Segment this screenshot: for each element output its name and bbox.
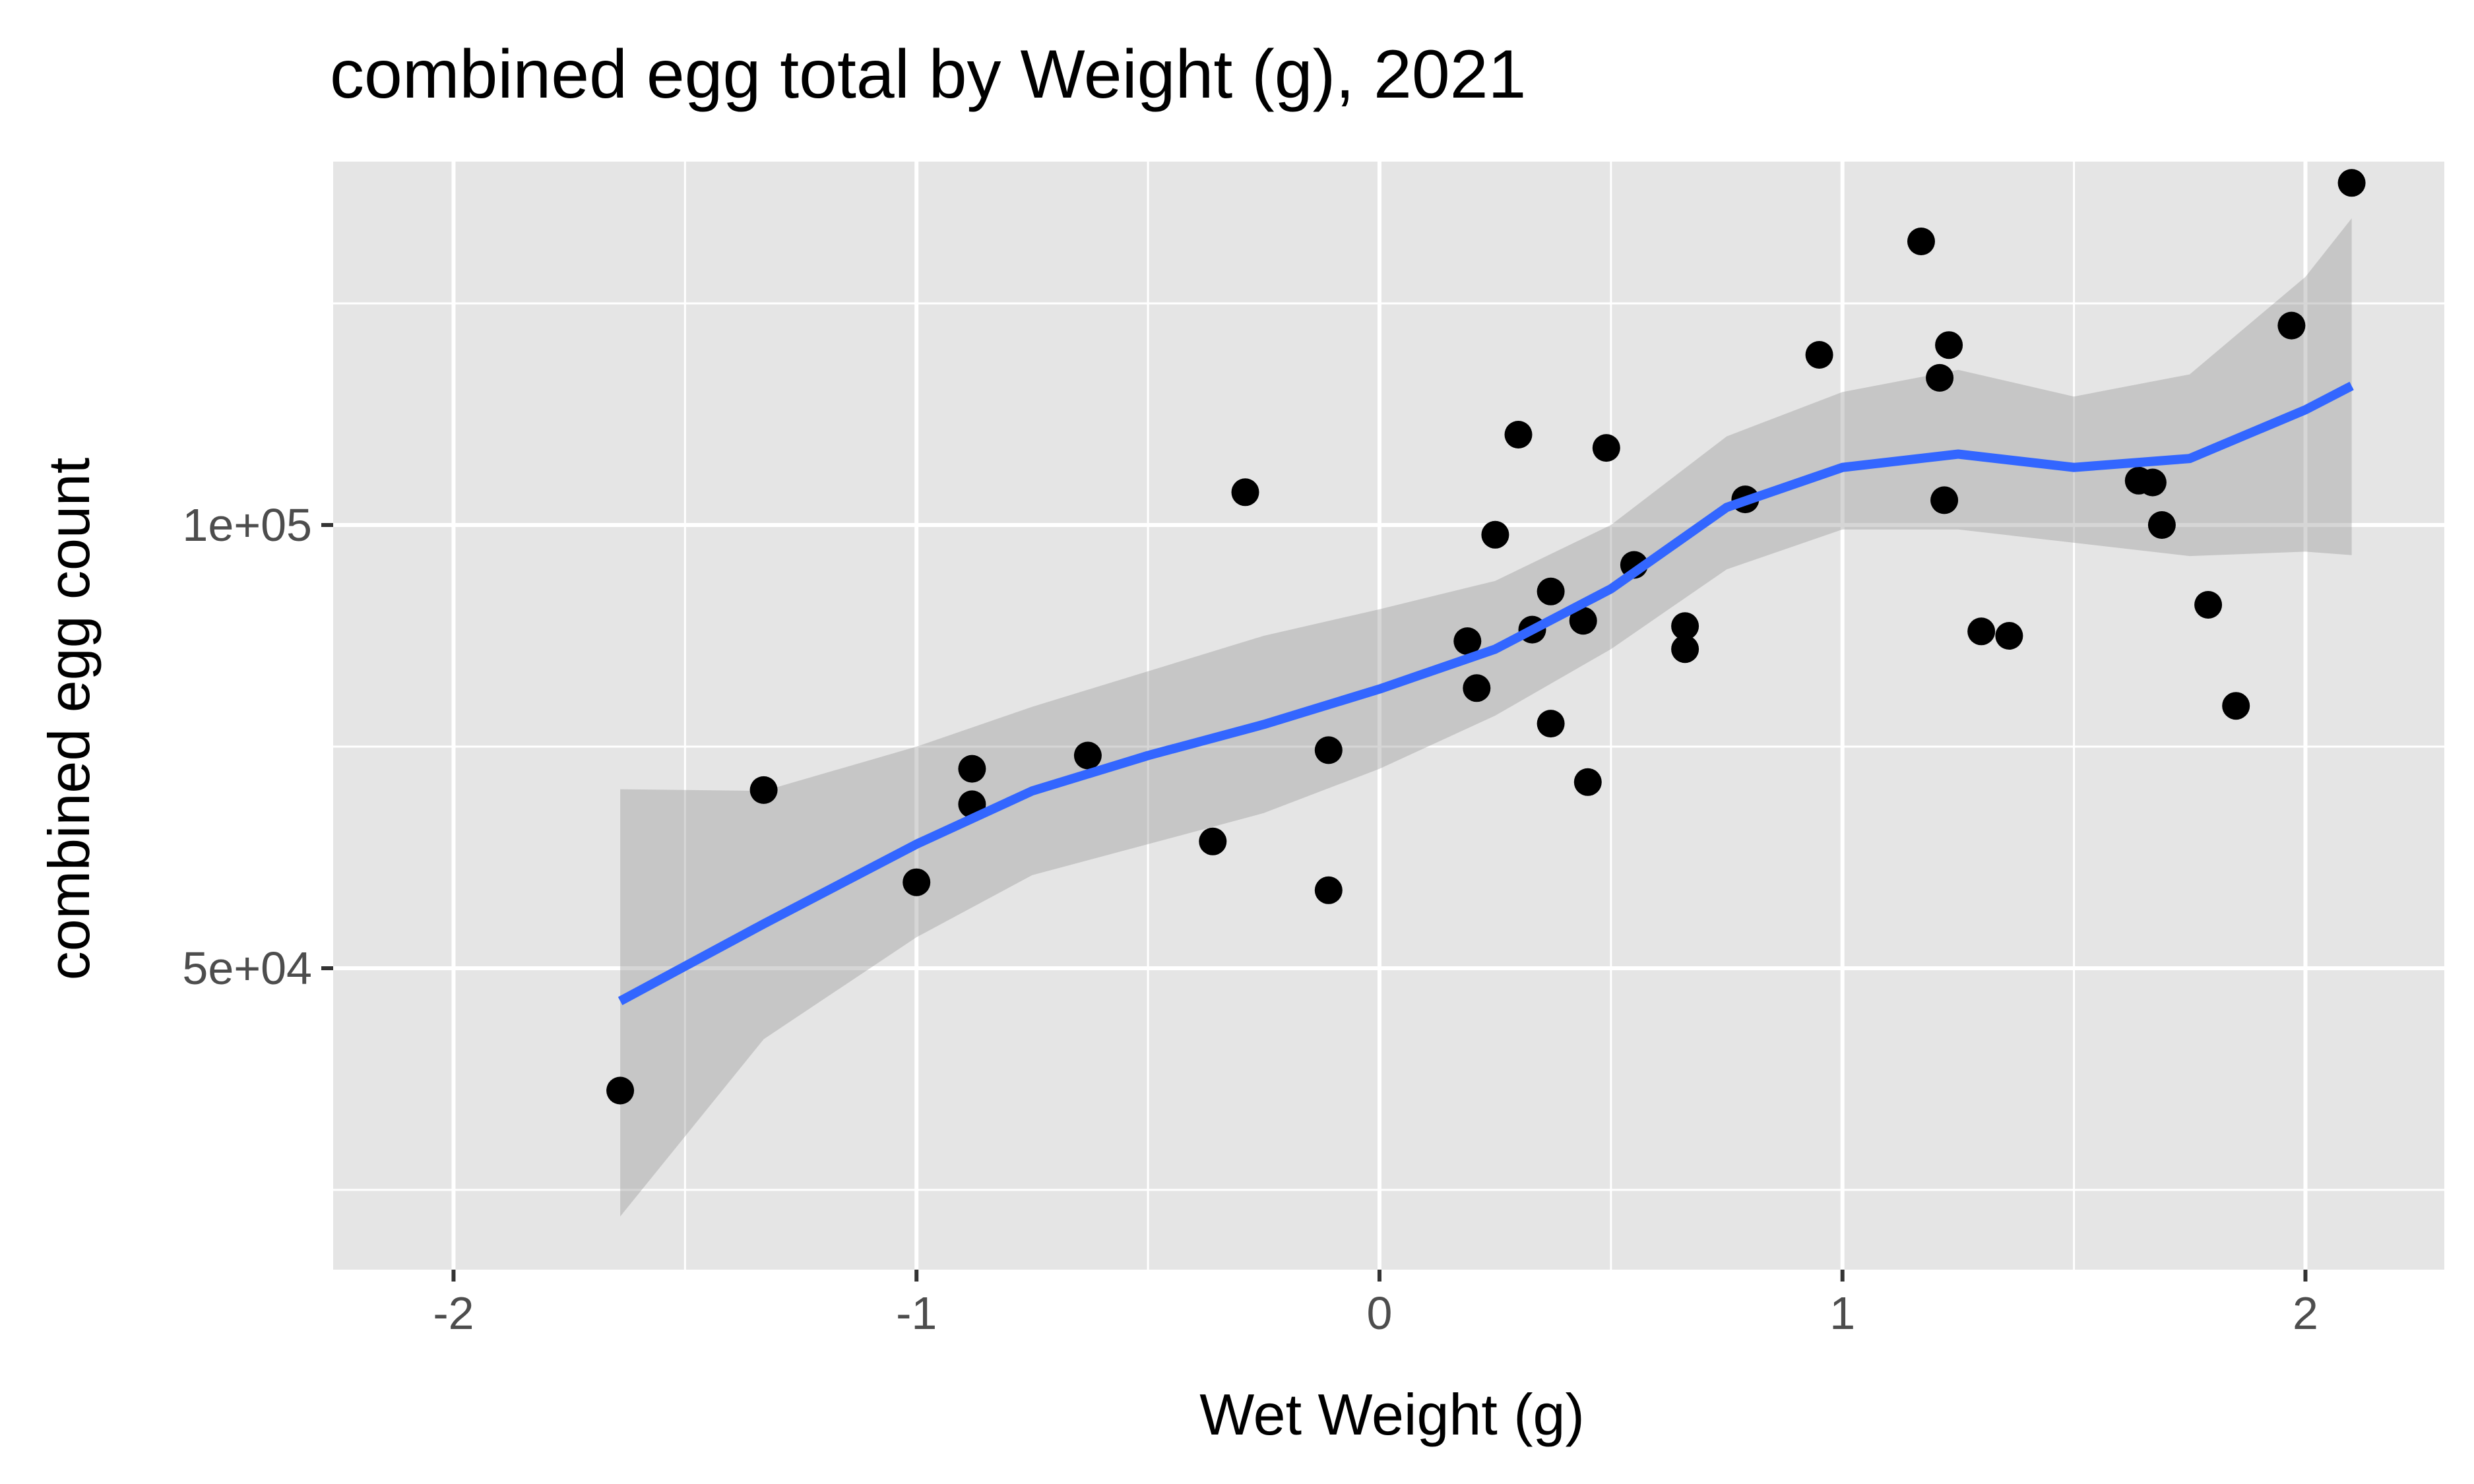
data-point bbox=[2138, 468, 2167, 497]
x-tick-label: -2 bbox=[433, 1287, 474, 1339]
data-point bbox=[958, 755, 986, 783]
y-tick-label: 1e+05 bbox=[182, 499, 312, 551]
data-point bbox=[1073, 741, 1102, 770]
chart-title: combined egg total by Weight (g), 2021 bbox=[330, 36, 1526, 113]
data-point bbox=[1995, 622, 2023, 650]
data-point bbox=[1199, 827, 1227, 855]
data-point bbox=[903, 868, 931, 896]
data-point bbox=[1314, 876, 1343, 904]
data-point bbox=[1537, 710, 1565, 738]
data-point bbox=[1805, 341, 1833, 369]
data-point bbox=[1671, 612, 1699, 640]
data-point bbox=[1537, 577, 1565, 605]
data-point bbox=[2194, 591, 2223, 619]
data-point bbox=[1481, 520, 1509, 549]
data-point bbox=[606, 1076, 635, 1105]
y-tick-label: 5e+04 bbox=[182, 943, 312, 994]
data-point bbox=[2147, 511, 2176, 539]
data-point bbox=[1504, 421, 1533, 448]
data-point bbox=[1935, 331, 1963, 359]
data-point bbox=[2337, 169, 2366, 197]
data-point bbox=[1453, 627, 1482, 656]
data-point bbox=[1930, 486, 1959, 514]
data-point bbox=[749, 776, 778, 804]
confidence-band bbox=[620, 218, 2352, 1217]
data-point bbox=[1231, 478, 1259, 507]
data-point bbox=[1569, 607, 1597, 635]
y-axis-title: combined egg count bbox=[36, 458, 102, 981]
x-tick-label: 0 bbox=[1366, 1287, 1392, 1339]
data-point bbox=[1314, 736, 1343, 764]
data-point bbox=[2222, 692, 2250, 720]
data-point bbox=[1926, 363, 1954, 392]
plot-area: -2 -1 0 1 2 5e+04 1e+05 bbox=[182, 162, 2444, 1339]
data-point bbox=[1463, 674, 1491, 702]
data-point bbox=[1592, 434, 1620, 462]
smooth-line bbox=[618, 381, 2354, 1005]
data-point bbox=[1907, 228, 1935, 255]
x-tick-label: -1 bbox=[896, 1287, 937, 1339]
x-tick-label: 2 bbox=[2293, 1287, 2318, 1339]
data-point bbox=[2277, 311, 2306, 340]
x-axis-title: Wet Weight (g) bbox=[1199, 1382, 1585, 1447]
x-tick-label: 1 bbox=[1829, 1287, 1855, 1339]
data-point bbox=[1573, 768, 1602, 796]
data-point bbox=[1967, 617, 1996, 646]
data-point bbox=[1671, 635, 1699, 664]
